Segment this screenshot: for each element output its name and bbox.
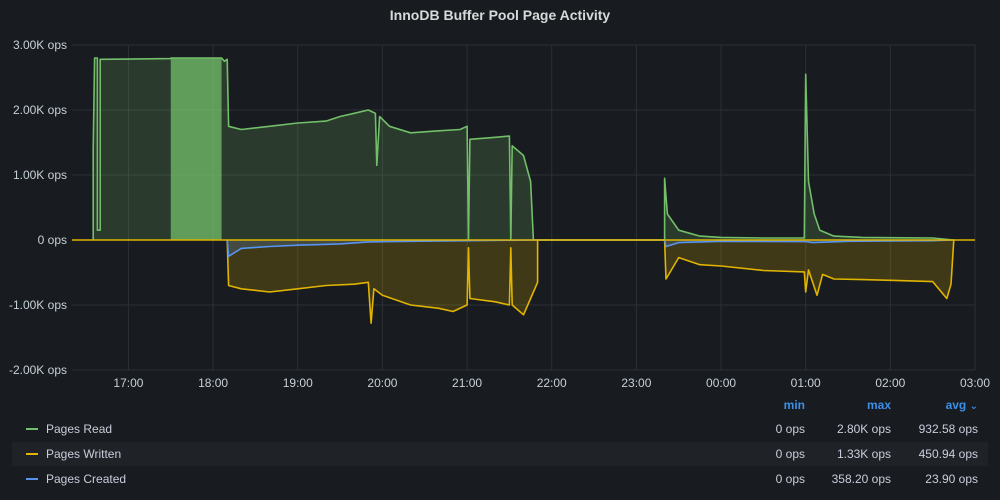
series-line-pages-read <box>92 57 954 241</box>
legend-row-pages-written[interactable]: Pages Written 0 ops 1.33K ops 450.94 ops <box>12 442 988 466</box>
chevron-down-icon: ⌄ <box>969 401 978 412</box>
x-tick-label: 01:00 <box>791 376 821 390</box>
x-tick-label: 21:00 <box>452 376 482 390</box>
y-tick-label: 2.00K ops <box>13 103 67 117</box>
series-area-pages-written <box>227 240 954 324</box>
y-tick-label: 0 ops <box>38 233 67 247</box>
legend-header-avg[interactable]: avg ⌄ <box>898 392 978 418</box>
legend-max-value: 2.80K ops <box>836 422 891 436</box>
legend-header-min[interactable]: min <box>783 398 805 412</box>
y-tick-label: 3.00K ops <box>13 38 67 52</box>
x-tick-label: 23:00 <box>621 376 651 390</box>
x-tick-label: 02:00 <box>875 376 905 390</box>
legend-row-pages-created[interactable]: Pages Created 0 ops 358.20 ops 23.90 ops <box>12 467 988 491</box>
x-tick-label: 03:00 <box>960 376 990 390</box>
legend-color-swatch <box>26 453 38 455</box>
legend-avg-value: 450.94 ops <box>918 447 978 461</box>
legend-max-value: 1.33K ops <box>836 447 891 461</box>
legend-color-swatch <box>26 428 38 430</box>
x-tick-label: 00:00 <box>706 376 736 390</box>
legend-max-value: 358.20 ops <box>831 472 891 486</box>
y-tick-label: -2.00K ops <box>9 363 67 377</box>
y-tick-label: -1.00K ops <box>9 298 67 312</box>
legend-min-value: 0 ops <box>775 422 805 436</box>
legend-header-max[interactable]: max <box>866 398 891 412</box>
legend-row-pages-read[interactable]: Pages Read 0 ops 2.80K ops 932.58 ops <box>12 417 988 441</box>
series-line-pages-written <box>226 239 955 324</box>
y-axis: 3.00K ops 2.00K ops 1.00K ops 0 ops -1.00K o… <box>9 38 67 377</box>
legend-header-avg-label: avg <box>945 398 967 412</box>
x-tick-label: 18:00 <box>198 376 228 390</box>
legend-series-name: Pages Created <box>46 472 127 486</box>
panel-title[interactable]: InnoDB Buffer Pool Page Activity <box>389 7 611 23</box>
legend-avg-value: 23.90 ops <box>925 472 978 486</box>
series-area-pages-read <box>93 58 954 240</box>
legend-color-swatch <box>26 478 38 480</box>
legend-min-value: 0 ops <box>775 472 805 486</box>
legend-series-name: Pages Read <box>46 422 113 436</box>
time-series-chart[interactable]: 3.00K ops 2.00K ops 1.00K ops 0 ops -1.00K o… <box>0 0 1000 392</box>
x-tick-label: 17:00 <box>113 376 143 390</box>
series-areas <box>93 58 954 324</box>
legend-series-name: Pages Written <box>46 447 122 461</box>
series-area-pages-created <box>227 240 954 257</box>
series-lines <box>72 57 975 324</box>
y-tick-label: 1.00K ops <box>13 168 67 182</box>
x-tick-label: 22:00 <box>537 376 567 390</box>
series-dense-block-pages-read <box>170 58 222 240</box>
x-axis: 17:00 18:00 19:00 20:00 21:00 22:00 23:00 00:00… <box>113 376 990 390</box>
x-tick-label: 20:00 <box>367 376 397 390</box>
x-tick-label: 19:00 <box>283 376 313 390</box>
legend-avg-value: 932.58 ops <box>918 422 978 436</box>
legend-min-value: 0 ops <box>775 447 805 461</box>
